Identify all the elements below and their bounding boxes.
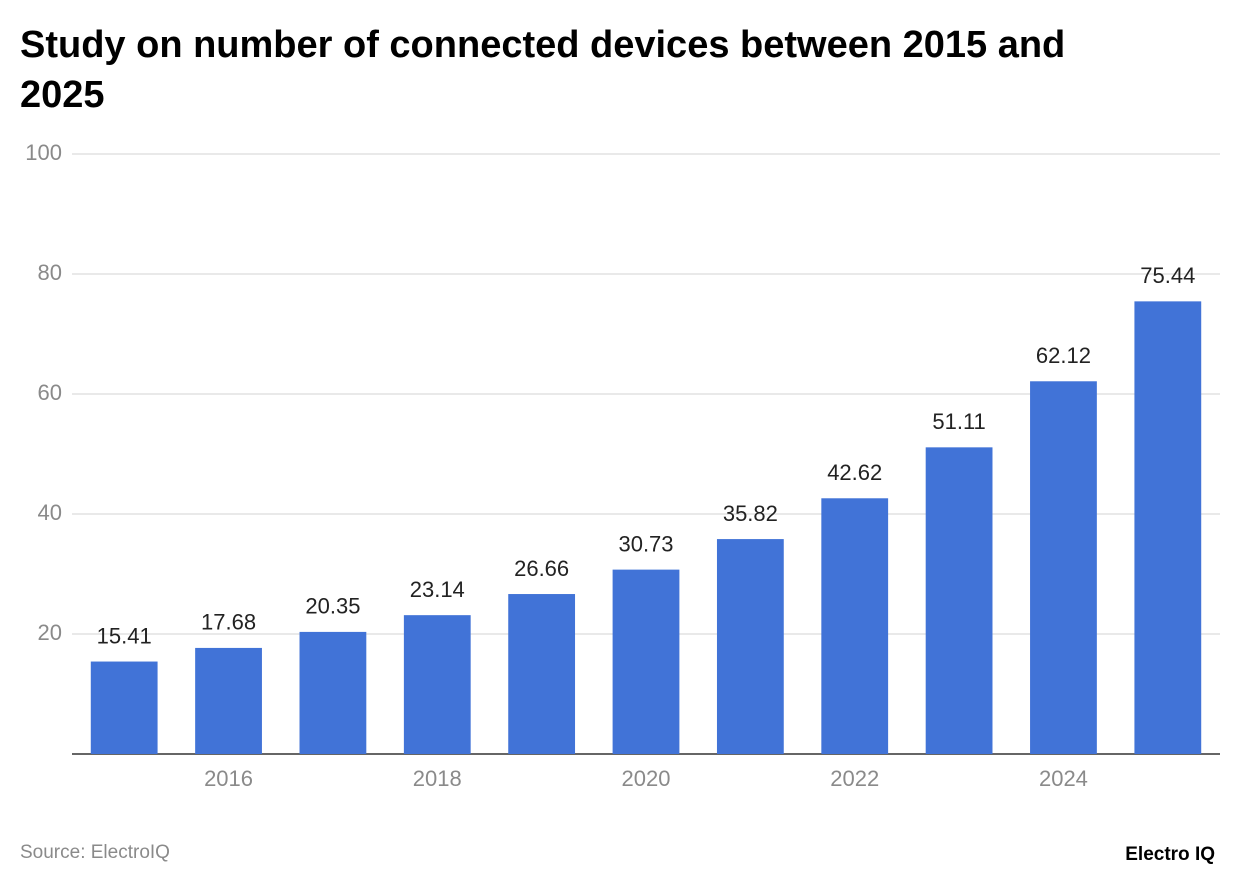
value-label: 26.66 xyxy=(514,556,569,581)
x-tick-label: 2022 xyxy=(830,766,879,791)
bar xyxy=(925,447,993,754)
y-tick-label: 40 xyxy=(38,500,62,525)
x-tick-label: 2018 xyxy=(413,766,462,791)
x-tick-label: 2020 xyxy=(622,766,671,791)
bar xyxy=(508,594,576,754)
value-label: 15.41 xyxy=(97,623,152,648)
bar xyxy=(299,631,367,754)
bar xyxy=(403,615,471,754)
y-tick-label: 60 xyxy=(38,380,62,405)
x-tick-label: 2024 xyxy=(1039,766,1088,791)
bar xyxy=(716,539,784,754)
value-label: 62.12 xyxy=(1036,343,1091,368)
bar xyxy=(821,498,889,754)
value-label: 23.14 xyxy=(410,577,465,602)
bar xyxy=(1030,381,1097,754)
bar xyxy=(90,661,158,754)
bar xyxy=(195,647,262,754)
value-label: 20.35 xyxy=(305,594,360,619)
value-label: 75.44 xyxy=(1140,263,1195,288)
value-label: 17.68 xyxy=(201,610,256,635)
chart-title: Study on number of connected devices bet… xyxy=(20,24,1065,116)
bar xyxy=(1134,301,1202,754)
value-label: 35.82 xyxy=(723,501,778,526)
brand: Electro IQ xyxy=(1125,844,1215,865)
value-label: 30.73 xyxy=(618,531,673,556)
y-tick-label: 80 xyxy=(38,260,62,285)
value-label: 51.11 xyxy=(932,409,985,434)
y-tick-label: 100 xyxy=(25,140,62,165)
bar xyxy=(612,569,680,754)
x-tick-label: 2016 xyxy=(204,766,253,791)
y-tick-label: 20 xyxy=(38,620,62,645)
value-label: 42.62 xyxy=(827,460,882,485)
source: Source: ElectroIQ xyxy=(20,842,170,863)
